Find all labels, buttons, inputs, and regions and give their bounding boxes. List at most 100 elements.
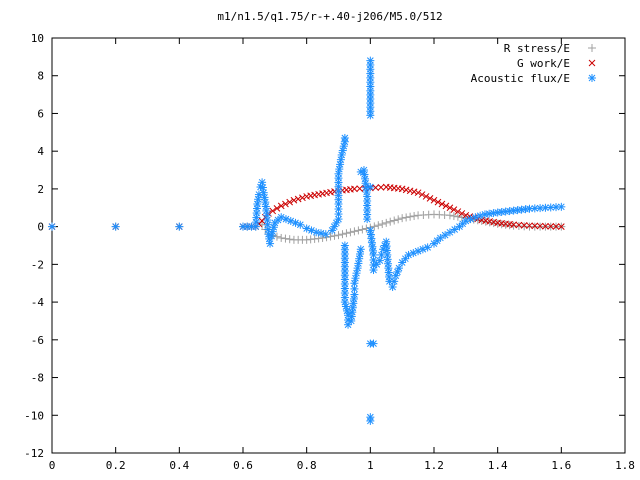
y-tick-label: -12	[24, 447, 44, 460]
data-point	[346, 228, 355, 237]
data-point	[414, 189, 422, 197]
data-point	[338, 230, 347, 239]
data-point	[398, 214, 407, 223]
data-point	[438, 200, 446, 208]
x-tick-label: 1.6	[551, 459, 571, 472]
data-point	[423, 243, 432, 252]
y-tick-label: -2	[31, 258, 44, 271]
data-point	[382, 218, 391, 227]
data-point	[418, 191, 426, 198]
data-point	[272, 232, 281, 241]
x-tick-label: 1.4	[488, 459, 508, 472]
y-tick-label: 2	[37, 183, 44, 196]
plot-frame	[51, 37, 626, 454]
legend-label: R stress/E	[504, 42, 570, 55]
data-point	[321, 230, 330, 239]
data-point	[394, 215, 403, 224]
data-point	[480, 210, 489, 219]
data-point	[520, 222, 528, 229]
data-point	[390, 277, 399, 286]
data-point	[282, 200, 289, 208]
data-point	[453, 212, 462, 221]
data-point	[386, 217, 395, 226]
data-point	[281, 234, 290, 243]
data-point	[426, 194, 434, 202]
data-point	[369, 339, 378, 348]
y-tick-label: -10	[24, 409, 44, 422]
data-point	[374, 221, 383, 230]
data-point	[350, 279, 359, 288]
data-point	[422, 193, 430, 200]
data-point	[296, 220, 305, 229]
data-point	[356, 245, 365, 254]
data-point	[330, 222, 339, 231]
x-tick-label: 0.4	[169, 459, 189, 472]
chart-title: m1/n1.5/q1.75/r-+.40-j206/M5.0/512	[217, 10, 442, 23]
data-point	[436, 233, 445, 242]
data-point	[547, 223, 555, 230]
data-point	[354, 259, 363, 268]
y-tick-label: 10	[31, 32, 44, 45]
data-point	[335, 165, 344, 174]
y-tick-label: 0	[37, 221, 44, 234]
data-point	[536, 222, 544, 230]
data-point	[394, 264, 403, 273]
data-point	[406, 212, 415, 221]
data-point	[471, 213, 480, 222]
data-point	[366, 226, 375, 235]
data-point	[356, 185, 364, 192]
data-point	[557, 202, 566, 211]
data-point	[526, 222, 533, 230]
data-point	[402, 186, 410, 194]
data-point	[458, 210, 466, 217]
data-point	[510, 221, 517, 229]
x-tick-label: 1.2	[424, 459, 444, 472]
data-point	[552, 223, 560, 230]
axes: 0 0.2 0.4 0.6 0.8 1 1.2 1.4 1.6 1.8 -12 -10 -8 -6 -4 -2…	[24, 32, 635, 472]
data-marks	[48, 56, 566, 425]
data-point	[254, 195, 263, 204]
legend-label: G work/E	[517, 57, 570, 70]
data-point	[377, 183, 385, 191]
data-point	[410, 212, 419, 221]
data-point	[366, 183, 375, 192]
data-point	[340, 133, 349, 142]
data-point	[557, 223, 565, 230]
data-point	[388, 283, 397, 291]
data-point	[361, 179, 370, 188]
data-point	[450, 225, 459, 234]
data-point	[367, 238, 376, 247]
data-point	[334, 231, 343, 240]
data-point	[477, 216, 486, 225]
data-point	[446, 204, 454, 212]
data-point	[410, 188, 418, 196]
data-point	[363, 215, 372, 224]
data-point	[266, 239, 275, 248]
data-point	[269, 207, 277, 215]
data-point	[406, 187, 414, 195]
data-point	[366, 111, 375, 120]
legend-label: Acoustic flux/E	[471, 72, 570, 85]
data-point	[299, 194, 306, 202]
data-point	[402, 213, 411, 222]
x-tick-label: 0.8	[297, 459, 317, 472]
data-point	[111, 222, 120, 231]
data-point	[277, 202, 285, 210]
data-point	[350, 227, 359, 236]
legend: R stress/E G work/E Acoustic flux/E	[471, 42, 596, 85]
data-point	[515, 221, 523, 229]
data-point	[351, 185, 358, 193]
data-point	[366, 416, 375, 425]
data-point	[454, 208, 462, 215]
data-point	[462, 211, 470, 219]
data-point	[445, 228, 454, 237]
data-point	[375, 256, 384, 265]
x-tick-label: 0	[49, 459, 56, 472]
data-point	[489, 209, 498, 218]
data-point	[368, 246, 377, 255]
y-tick-label: -8	[31, 372, 44, 385]
data-point	[366, 230, 375, 239]
data-point	[342, 229, 351, 238]
data-point	[457, 213, 466, 222]
